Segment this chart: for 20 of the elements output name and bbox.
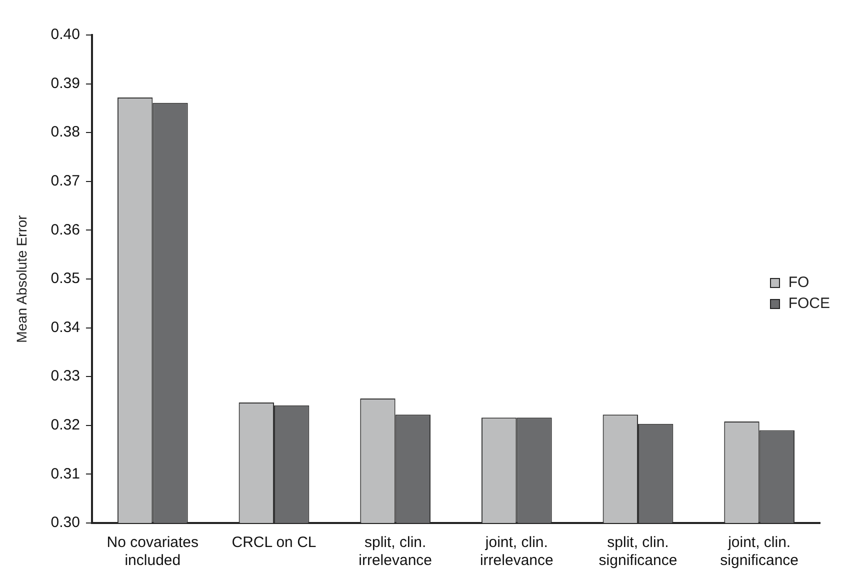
y-tick-label: 0.33 [50, 368, 80, 385]
x-tick-label: joint, clin. significance [720, 534, 799, 570]
x-tick-label: No covariates included [106, 534, 199, 570]
y-tick-label: 0.34 [50, 318, 80, 336]
y-axis-title: Mean Absolute Error [13, 214, 30, 343]
x-tick-label: CRCL on CL [232, 534, 316, 552]
y-tick-label: 0.30 [50, 514, 80, 532]
x-tick-label: joint, clin. irrelevance [480, 534, 554, 570]
x-tick-label: split, clin. irrelevance [358, 534, 432, 570]
y-tick-label: 0.36 [50, 221, 80, 238]
y-tick-label: 0.35 [50, 270, 80, 288]
y-tick-label: 0.32 [50, 416, 80, 434]
legend-label: FOCE [788, 295, 830, 312]
y-tick-label: 0.40 [50, 26, 80, 44]
y-tick-label: 0.31 [50, 465, 80, 482]
legend-label: FO [788, 274, 810, 291]
y-tick-label: 0.39 [50, 74, 80, 92]
x-tick-label: split, clin. significance [598, 534, 678, 570]
y-tick-label: 0.37 [50, 172, 80, 190]
y-tick-label: 0.38 [50, 124, 80, 141]
